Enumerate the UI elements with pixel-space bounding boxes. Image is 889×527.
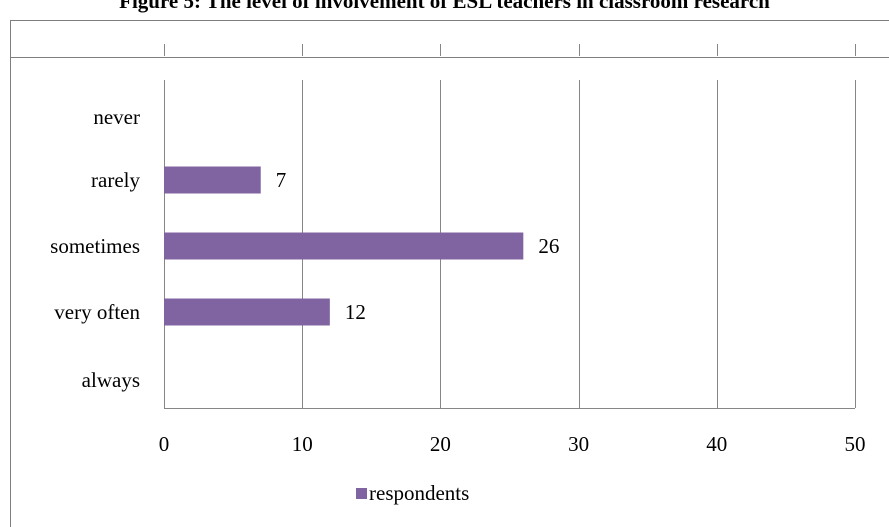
- chart-border: [10, 20, 889, 527]
- chart-title: Figure 5: The level of involvement of ES…: [119, 0, 770, 13]
- bars: [164, 166, 524, 326]
- data-label: 12: [345, 300, 366, 324]
- legend-swatch: [356, 488, 367, 499]
- top-tick-marks: [164, 44, 856, 56]
- y-tick-label: very often: [54, 300, 140, 324]
- bar-sometimes: [164, 232, 524, 260]
- value-axis-labels: 0 10 20 30 40 50: [159, 432, 866, 456]
- y-tick-label: never: [93, 105, 140, 129]
- bar-rarely: [164, 166, 261, 194]
- y-tick-label: sometimes: [50, 234, 140, 258]
- x-tick-label: 30: [568, 432, 589, 456]
- y-tick-label: always: [82, 368, 140, 392]
- x-tick-label: 0: [159, 432, 170, 456]
- x-tick-label: 10: [292, 432, 313, 456]
- bar-very-often: [164, 298, 330, 326]
- category-axis-labels: never rarely sometimes very often always: [50, 105, 140, 392]
- data-label: 7: [276, 168, 287, 192]
- data-label: 26: [538, 234, 559, 258]
- x-tick-label: 40: [706, 432, 727, 456]
- y-tick-label: rarely: [91, 168, 140, 192]
- x-tick-label: 20: [430, 432, 451, 456]
- data-labels: 7 26 12: [276, 168, 560, 324]
- x-tick-label: 50: [845, 432, 866, 456]
- legend-label: respondents: [369, 481, 469, 505]
- legend: respondents: [356, 481, 469, 505]
